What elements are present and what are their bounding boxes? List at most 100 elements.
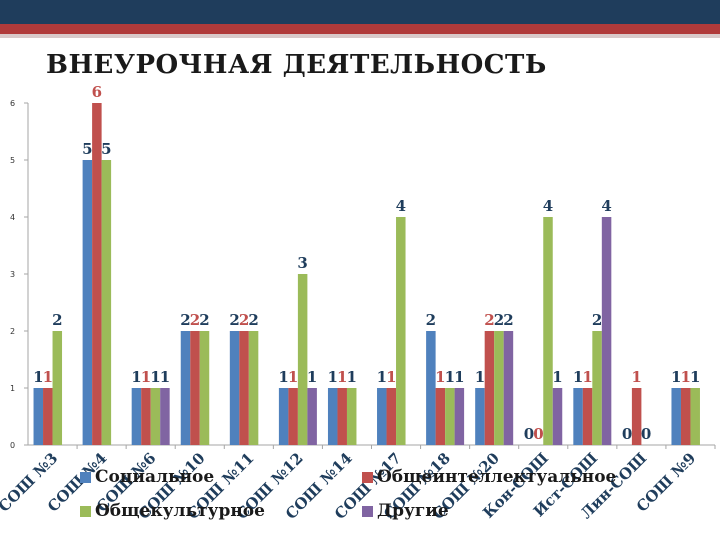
data-label: 4 [396, 197, 406, 215]
bar [180, 331, 191, 445]
legend-swatch [362, 472, 373, 483]
bar [631, 388, 642, 445]
data-label: 4 [601, 197, 611, 215]
data-label: 1 [445, 368, 455, 386]
data-label: 1 [435, 368, 445, 386]
data-label: 1 [671, 368, 681, 386]
y-tick-label: 4 [10, 213, 15, 222]
bar [445, 388, 455, 445]
bar [592, 331, 602, 445]
legend-swatch [80, 472, 91, 483]
data-label: 2 [248, 311, 258, 329]
data-label: 1 [552, 368, 562, 386]
bar [239, 331, 249, 445]
bar [386, 388, 397, 445]
y-tick-label: 0 [10, 441, 15, 450]
bar [101, 160, 112, 445]
bar [396, 217, 406, 445]
y-tick-label: 5 [10, 156, 15, 165]
data-label: 0 [641, 425, 651, 443]
bar [229, 331, 240, 445]
legend-swatch [80, 506, 91, 517]
data-label: 1 [33, 368, 43, 386]
data-label: 1 [131, 368, 141, 386]
bar [82, 160, 93, 445]
data-label: 1 [327, 368, 337, 386]
data-label: 2 [199, 311, 209, 329]
data-label: 3 [297, 254, 307, 272]
data-label: 1 [346, 368, 356, 386]
data-label: 2 [503, 311, 513, 329]
bar [573, 388, 583, 445]
data-label: 1 [690, 368, 700, 386]
data-label: 1 [307, 368, 317, 386]
data-label: 1 [150, 368, 160, 386]
bar [582, 388, 593, 445]
data-label: 0 [533, 425, 543, 443]
data-label: 5 [82, 140, 92, 158]
bar [484, 331, 495, 445]
bar [327, 388, 338, 445]
bar [435, 388, 446, 445]
bar [671, 388, 681, 445]
legend-label: Социальное [95, 467, 214, 487]
data-label: 2 [239, 311, 249, 329]
y-tick-label: 2 [10, 327, 15, 336]
bar [150, 388, 161, 445]
bar [543, 217, 553, 445]
data-label: 1 [337, 368, 347, 386]
data-label: 1 [582, 368, 592, 386]
bar [503, 331, 514, 445]
legend-swatch [362, 506, 373, 517]
bar [690, 388, 700, 445]
bar [454, 388, 465, 445]
bar [43, 388, 53, 445]
bar [248, 331, 259, 445]
data-label: 2 [52, 311, 62, 329]
bar [33, 388, 44, 445]
bar [278, 388, 289, 445]
data-label: 1 [475, 368, 485, 386]
y-tick-label: 1 [10, 384, 15, 393]
header-band-light [0, 34, 720, 38]
bar [141, 388, 151, 445]
data-label: 1 [278, 368, 288, 386]
page-title: ВНЕУРОЧНАЯ ДЕЯТЕЛЬНОСТЬ [46, 50, 547, 80]
bar [307, 388, 317, 445]
bar [346, 388, 357, 445]
data-label: 2 [229, 311, 239, 329]
data-label: 2 [426, 311, 436, 329]
data-label: 1 [377, 368, 387, 386]
data-label: 2 [592, 311, 602, 329]
data-label: 4 [543, 197, 553, 215]
bar [680, 388, 691, 445]
data-label: 1 [288, 368, 298, 386]
bar [494, 331, 504, 445]
bar [377, 388, 387, 445]
data-label: 2 [484, 311, 494, 329]
legend-label: Общеинтеллектуальное [377, 467, 617, 487]
bar [160, 388, 170, 445]
data-label: 1 [386, 368, 396, 386]
bar [190, 331, 200, 445]
data-label: 1 [631, 368, 641, 386]
bar [426, 331, 436, 445]
data-label: 1 [454, 368, 464, 386]
data-label: 0 [622, 425, 632, 443]
bar [131, 388, 142, 445]
bar [288, 388, 298, 445]
legend-label: Общекультурное [95, 501, 265, 521]
bar [337, 388, 347, 445]
bar [52, 331, 63, 445]
y-tick-label: 3 [10, 270, 15, 279]
data-label: 2 [180, 311, 190, 329]
data-label: 1 [160, 368, 170, 386]
data-label: 1 [43, 368, 53, 386]
header-band-dark [0, 0, 720, 24]
data-label: 2 [190, 311, 200, 329]
data-label: 1 [680, 368, 690, 386]
bar [475, 388, 485, 445]
legend-label: Другие [377, 501, 449, 521]
data-label: 5 [101, 140, 111, 158]
